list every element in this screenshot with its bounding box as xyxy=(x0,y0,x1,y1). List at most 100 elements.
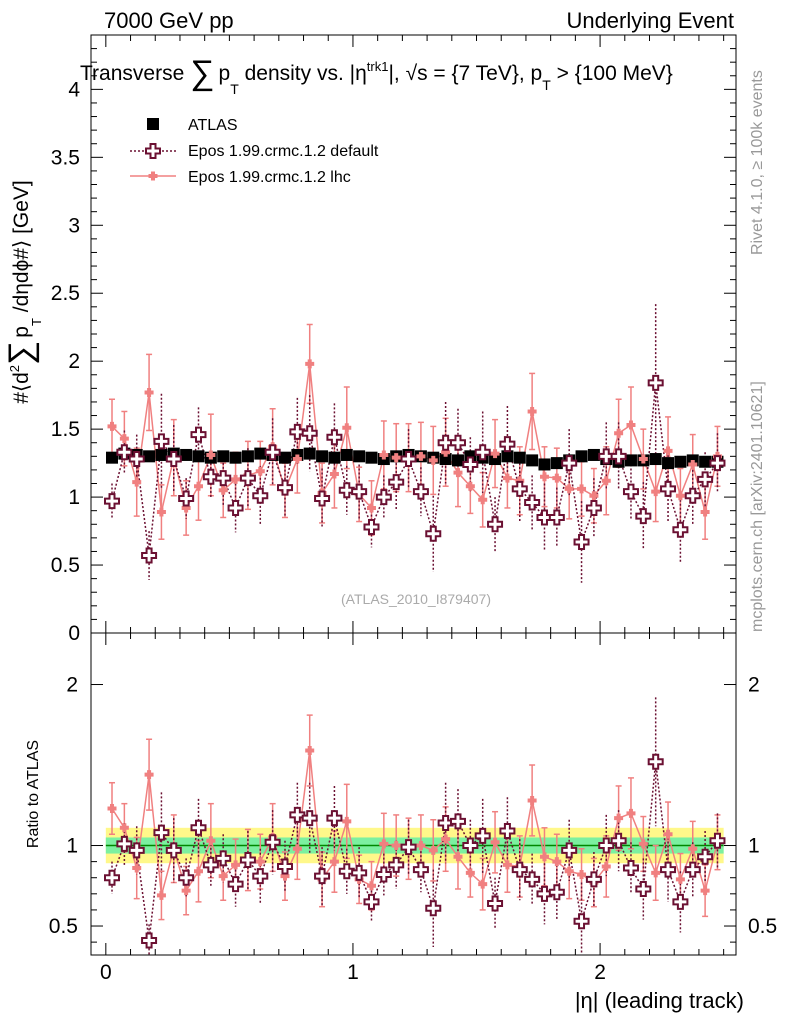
ytick-label-ratio: 1 xyxy=(66,835,78,858)
point-default xyxy=(610,448,627,465)
point-default xyxy=(437,434,454,451)
point-lhc xyxy=(206,450,216,460)
ylabel-pre: #⟨d xyxy=(10,372,33,404)
title-trk-sup: trk1 xyxy=(367,59,389,74)
point-default xyxy=(524,871,541,888)
ytick-label-main: 0.5 xyxy=(51,554,80,577)
point-default xyxy=(561,842,578,859)
point-default xyxy=(227,876,244,893)
point-default xyxy=(276,858,293,875)
point-lhc xyxy=(663,446,673,456)
xtick-label: 1 xyxy=(347,961,359,984)
point-default xyxy=(536,885,553,902)
point-lhc xyxy=(218,871,228,881)
point-lhc xyxy=(675,874,685,884)
point-lhc xyxy=(552,473,562,483)
point-default xyxy=(388,856,405,873)
point-lhc xyxy=(688,459,698,469)
point-default xyxy=(116,444,133,461)
point-default xyxy=(276,479,293,496)
point-lhc xyxy=(132,477,142,487)
point-lhc xyxy=(231,860,241,870)
point-default xyxy=(412,861,429,878)
point-lhc xyxy=(292,844,302,854)
legend-label-lhc: Epos 1.99.crmc.1.2 lhc xyxy=(188,169,351,186)
point-default xyxy=(301,810,318,827)
xtick-label: 0 xyxy=(100,961,112,984)
point-atlas xyxy=(155,448,168,461)
point-atlas xyxy=(353,450,366,463)
point-lhc xyxy=(663,829,673,839)
point-lhc xyxy=(601,476,611,486)
point-atlas xyxy=(489,453,502,466)
point-default xyxy=(388,474,405,491)
ytick-label-ratio: 0.5 xyxy=(49,915,78,938)
point-lhc xyxy=(465,868,475,878)
mcplots-side-label: mcplots.cern.ch [arXiv:2401.10621] xyxy=(749,381,766,632)
point-default xyxy=(672,521,689,538)
ratio-ylabel: Ratio to ATLAS xyxy=(25,740,42,848)
point-lhc xyxy=(577,484,587,494)
point-default xyxy=(412,483,429,500)
point-lhc xyxy=(564,484,574,494)
ratio-plot-frame xyxy=(90,632,737,956)
point-default xyxy=(499,823,516,840)
ytick-label-ratio: 2 xyxy=(66,674,78,697)
point-default xyxy=(660,861,677,878)
point-lhc xyxy=(601,861,611,871)
point-lhc xyxy=(502,473,512,483)
ylabel-p: p xyxy=(10,326,33,338)
point-default xyxy=(487,516,504,533)
point-lhc xyxy=(391,453,401,463)
point-default xyxy=(165,842,182,859)
point-lhc xyxy=(626,808,636,818)
point-lhc xyxy=(651,487,661,497)
point-lhc xyxy=(626,420,636,430)
point-default xyxy=(326,429,343,446)
point-default xyxy=(511,480,528,497)
point-default xyxy=(474,444,491,461)
point-default xyxy=(511,861,528,878)
point-default xyxy=(165,451,182,468)
point-lhc xyxy=(638,454,648,464)
analysis-watermark: (ATLAS_2010_I879407) xyxy=(341,591,491,607)
title-end: > {100 MeV} xyxy=(551,62,673,85)
title-t-sub: T xyxy=(230,81,239,97)
point-lhc xyxy=(675,491,685,501)
point-lhc xyxy=(589,491,599,501)
point-default xyxy=(178,869,195,886)
title-prefix: Transverse xyxy=(80,62,184,85)
point-default xyxy=(536,509,553,526)
point-atlas xyxy=(217,450,230,463)
header-right: Underlying Event xyxy=(566,8,734,33)
point-default xyxy=(363,518,380,535)
point-default xyxy=(363,893,380,910)
point-default xyxy=(227,499,244,516)
point-lhc xyxy=(465,481,475,491)
point-atlas xyxy=(278,451,291,464)
point-lhc xyxy=(305,359,315,369)
point-atlas xyxy=(241,450,254,463)
point-default xyxy=(289,423,306,440)
point-lhc xyxy=(231,474,241,484)
ratio-plot-marks xyxy=(104,697,726,955)
x-axis-label: |η| (leading track) xyxy=(575,988,744,1013)
point-lhc xyxy=(539,472,549,482)
ytick-label-main: 1.5 xyxy=(51,418,80,441)
ytick-label-ratio-right: 2 xyxy=(748,674,760,697)
point-atlas xyxy=(303,447,316,460)
point-atlas xyxy=(674,455,687,468)
point-atlas xyxy=(699,455,712,468)
point-default xyxy=(610,832,627,849)
point-default xyxy=(647,374,664,391)
legend-label-atlas: ATLAS xyxy=(188,117,238,134)
main-ytick-labels: 0 0.5 1 1.5 2 2.5 3 3.5 4 xyxy=(51,78,81,645)
point-atlas xyxy=(316,450,329,463)
point-default xyxy=(202,468,219,485)
main-plot-marks xyxy=(104,304,726,583)
point-lhc xyxy=(490,837,500,847)
ylabel-t: T xyxy=(29,318,44,326)
point-default xyxy=(239,470,256,487)
point-lhc xyxy=(441,447,451,457)
point-lhc xyxy=(552,857,562,867)
